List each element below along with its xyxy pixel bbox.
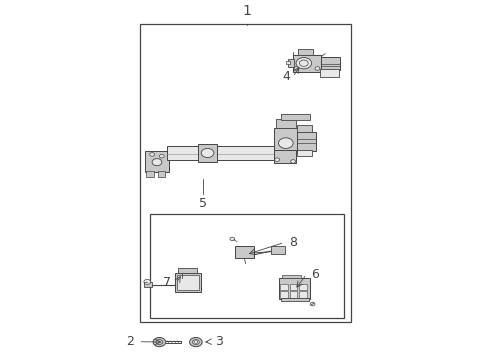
Text: 6: 6 [311,267,319,280]
Bar [273,128,297,151]
Circle shape [278,138,292,148]
Bar [175,273,201,292]
Circle shape [152,159,162,166]
Circle shape [189,337,202,347]
Text: 5: 5 [199,197,207,210]
Bar [299,291,306,298]
Bar [146,171,153,177]
Bar [177,275,199,290]
Bar [282,275,301,278]
Bar [287,59,293,67]
Circle shape [149,153,154,156]
Circle shape [314,67,319,70]
Bar [198,144,216,162]
Bar [278,278,309,299]
Text: 1: 1 [242,4,251,18]
Bar [276,119,295,128]
Circle shape [293,67,298,70]
Bar [289,284,297,290]
Circle shape [201,148,213,158]
Bar [296,131,316,151]
Bar [144,282,152,287]
Bar [319,69,339,77]
Bar [178,268,197,273]
Text: 8: 8 [288,236,297,249]
Circle shape [143,279,150,284]
Circle shape [229,237,234,241]
Bar [145,151,168,172]
Bar [166,146,273,160]
Circle shape [192,339,199,345]
Circle shape [153,337,165,347]
Circle shape [274,158,279,161]
Bar [299,284,306,290]
Circle shape [159,154,164,158]
Bar [285,61,289,64]
Circle shape [295,58,311,69]
Text: 2: 2 [125,335,133,348]
Bar [149,214,344,318]
Bar [280,284,287,290]
Bar [140,24,351,321]
Text: 3: 3 [215,335,223,348]
Bar [280,291,287,298]
Bar [289,291,297,298]
Bar [297,49,312,55]
Text: 7: 7 [163,276,170,289]
Bar [292,55,321,72]
Circle shape [309,302,314,306]
Bar [321,57,339,70]
Bar [296,150,311,156]
Bar [271,246,285,254]
Bar [158,171,165,177]
Bar [281,298,308,301]
Bar [281,113,309,120]
Bar [234,246,254,258]
Bar [273,150,295,163]
Bar [296,125,311,131]
Text: 4: 4 [282,71,290,84]
Circle shape [290,160,295,163]
